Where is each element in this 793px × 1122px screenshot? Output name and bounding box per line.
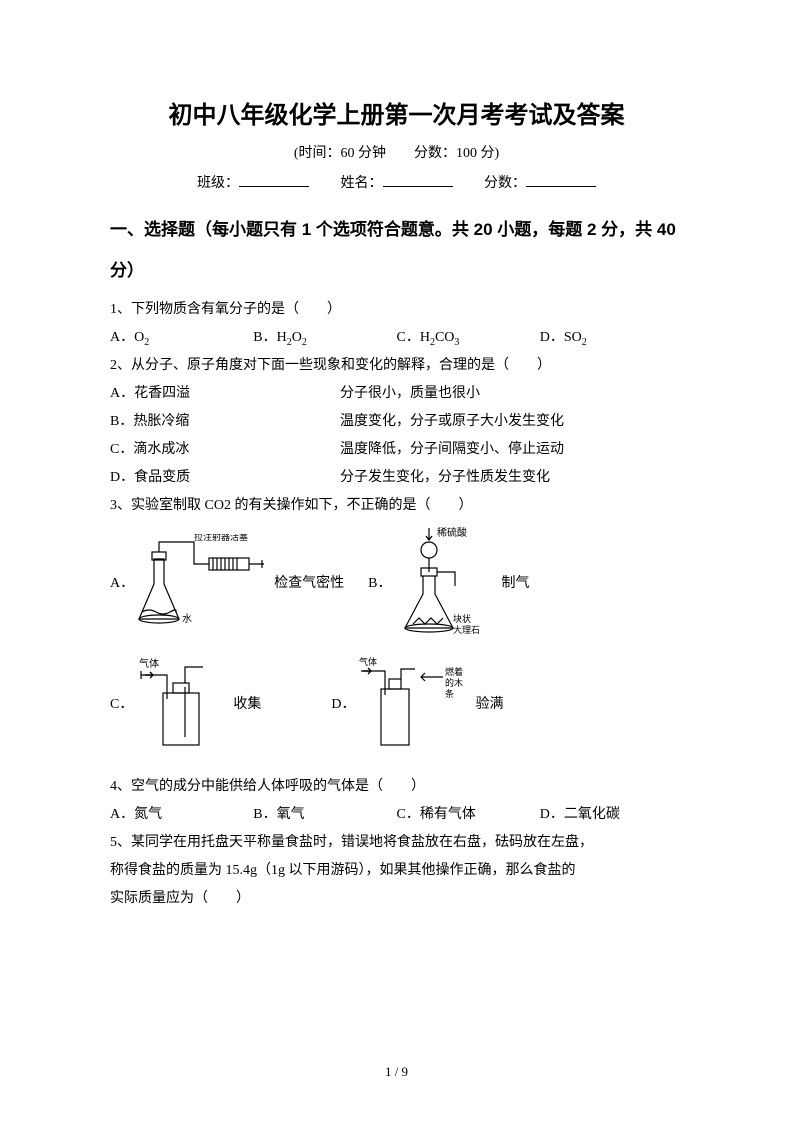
svg-text:条: 条: [445, 688, 454, 699]
q2-c-r: 温度降低，分子间隔变小、停止运动: [340, 436, 564, 464]
q3-d-txt: 验满: [475, 691, 503, 719]
q3-c-label: 气体: [139, 657, 159, 670]
q3-row1: A． 拉注射器活塞 水 检查气密性 B．: [110, 526, 683, 641]
score-label: 分数：: [484, 176, 526, 191]
q4-text: 4、空气的成分中能供给人体呼吸的气体是（ ）: [110, 773, 683, 801]
class-blank[interactable]: [239, 172, 309, 187]
name-label: 姓名：: [341, 176, 383, 191]
q5-l1: 5、某同学在用托盘天平称量食盐时，错误地将食盐放在右盘，砝码放在左盘，: [110, 829, 683, 857]
q2-d-r: 分子发生变化，分子性质发生变化: [340, 464, 550, 492]
q3-a-txt: 检查气密性: [274, 570, 344, 598]
q3-a-pre: A．: [110, 570, 134, 598]
q4-opt-d: D．二氧化碳: [540, 801, 683, 829]
score-blank[interactable]: [526, 172, 596, 187]
q4-options: A．氮气 B．氧气 C．稀有气体 D．二氧化碳: [110, 801, 683, 829]
time-score: (时间：60 分钟 分数：100 分): [110, 142, 683, 162]
page-title: 初中八年级化学上册第一次月考考试及答案: [110, 95, 683, 130]
section1-title: 一、选择题（每小题只有 1 个选项符合题意。共 20 小题，每题 2 分，共 4…: [110, 210, 683, 292]
q2-b-l: B．热胀冷缩: [110, 408, 340, 436]
q3-d-label1: 气体: [359, 656, 377, 667]
q1-opt-a: A．O2: [110, 324, 253, 353]
q3-b-label1: 稀硫酸: [437, 526, 467, 539]
q3-a-label2: 水: [182, 613, 192, 625]
q3-text: 3、实验室制取 CO2 的有关操作如下，不正确的是（ ）: [110, 492, 683, 520]
info-line: 班级： 姓名： 分数：: [110, 172, 683, 192]
page-footer: 1 / 9: [0, 1064, 793, 1080]
q3-d-pre: D．: [331, 691, 355, 719]
q3-b-label2a: 块状: [453, 613, 471, 624]
q2-c-l: C．滴水成冰: [110, 436, 340, 464]
q2-d-l: D．食品变质: [110, 464, 340, 492]
q3-b-txt: 制气: [501, 570, 529, 598]
q5-l2: 称得食盐的质量为 15.4g（1g 以下用游码），如果其他操作正确，那么食盐的: [110, 857, 683, 885]
q5-l3: 实际质量应为（ ）: [110, 885, 683, 913]
q3-a-label1: 拉注射器活塞: [194, 534, 248, 542]
q1-text: 1、下列物质含有氧分子的是（ ）: [110, 296, 683, 324]
q3-c-pre: C．: [110, 691, 133, 719]
svg-text:的木: 的木: [445, 677, 463, 688]
q4-opt-c: C．稀有气体: [397, 801, 540, 829]
q1-opt-b: B．H2O2: [253, 324, 396, 353]
class-label: 班级：: [197, 176, 239, 191]
q1-options: A．O2 B．H2O2 C．H2CO3 D．SO2: [110, 324, 683, 353]
q2-a-r: 分子很小，质量也很小: [340, 380, 480, 408]
svg-text:燃着: 燃着: [445, 666, 463, 677]
flask-syringe-icon: 拉注射器活塞 水: [134, 534, 274, 634]
q2-b-r: 温度变化，分子或原子大小发生变化: [340, 408, 564, 436]
q3-row2: C． 气体 收集 D．: [110, 655, 683, 755]
bottle-match-icon: 气体 燃着 的木 条: [355, 655, 475, 755]
flask-funnel-icon: 稀硫酸 块状 大理石: [391, 526, 501, 641]
q1-opt-d: D．SO2: [540, 324, 683, 353]
q4-opt-a: A．氮气: [110, 801, 253, 829]
q3-b-label2b: 大理石: [453, 624, 480, 635]
q2-a-l: A．花香四溢: [110, 380, 340, 408]
name-blank[interactable]: [383, 172, 453, 187]
q3-b-pre: B．: [368, 570, 391, 598]
q2-text: 2、从分子、原子角度对下面一些现象和变化的解释，合理的是（ ）: [110, 352, 683, 380]
q1-opt-c: C．H2CO3: [397, 324, 540, 353]
q3-c-txt: 收集: [233, 691, 261, 719]
q4-opt-b: B．氧气: [253, 801, 396, 829]
gas-bottle-icon: 气体: [133, 655, 233, 755]
